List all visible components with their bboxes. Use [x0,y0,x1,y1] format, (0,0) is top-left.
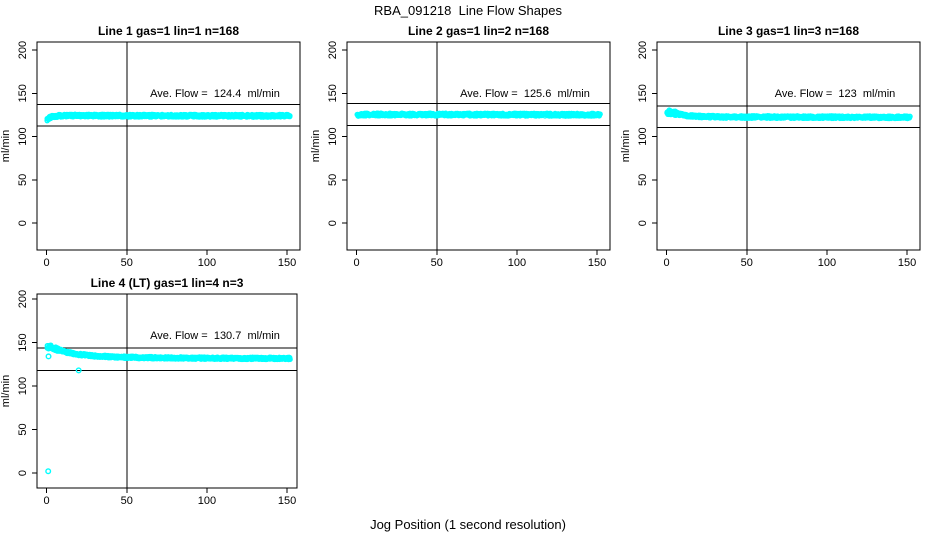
svg-text:50: 50 [637,174,649,186]
svg-text:150: 150 [278,495,296,507]
panel1-y-axis-label: ml/min [0,129,12,163]
svg-text:150: 150 [17,333,29,351]
svg-text:100: 100 [198,495,216,507]
svg-text:150: 150 [278,257,296,269]
svg-text:200: 200 [327,41,339,59]
svg-text:100: 100 [17,377,29,395]
figure-title: RBA_091218 Line Flow Shapes [374,3,562,18]
svg-text:200: 200 [17,41,29,59]
svg-text:200: 200 [17,290,29,308]
panel2-title: Line 2 gas=1 lin=2 n=168 [407,24,550,38]
svg-text:50: 50 [327,174,339,186]
panel4-title: Line 4 (LT) gas=1 lin=4 n=3 [90,276,244,290]
svg-text:50: 50 [17,174,29,186]
svg-text:50: 50 [431,257,443,269]
svg-text:100: 100 [17,127,29,145]
svg-text:0: 0 [17,220,29,226]
svg-text:0: 0 [44,495,50,507]
svg-text:0: 0 [664,257,670,269]
svg-text:150: 150 [898,257,916,269]
svg-text:150: 150 [588,257,606,269]
svg-text:50: 50 [121,495,133,507]
svg-text:0: 0 [637,220,649,226]
panel2-ave-flow-annotation: Ave. Flow = 125.6 ml/min [460,88,590,100]
panel2-y-axis-label: ml/min [310,129,322,163]
svg-text:0: 0 [327,220,339,226]
panel3-y-axis-label: ml/min [620,129,632,163]
svg-text:150: 150 [327,84,339,102]
svg-text:100: 100 [508,257,526,269]
svg-text:50: 50 [121,257,133,269]
panel3-ave-flow-annotation: Ave. Flow = 123 ml/min [774,88,896,100]
svg-text:50: 50 [741,257,753,269]
svg-text:150: 150 [17,84,29,102]
svg-text:150: 150 [637,84,649,102]
svg-text:100: 100 [327,127,339,145]
svg-text:0: 0 [17,470,29,476]
panel4-ave-flow-annotation: Ave. Flow = 130.7 ml/min [150,330,280,342]
svg-text:200: 200 [637,41,649,59]
svg-text:0: 0 [44,257,50,269]
panel4-y-axis-label: ml/min [0,374,12,408]
figure-x-axis-label: Jog Position (1 second resolution) [370,517,566,532]
svg-text:50: 50 [17,423,29,435]
svg-text:100: 100 [198,257,216,269]
panel1-title: Line 1 gas=1 lin=1 n=168 [97,24,240,38]
panel3-title: Line 3 gas=1 lin=3 n=168 [717,24,860,38]
svg-text:0: 0 [354,257,360,269]
panel1-ave-flow-annotation: Ave. Flow = 124.4 ml/min [150,88,280,100]
svg-text:100: 100 [818,257,836,269]
svg-text:100: 100 [637,127,649,145]
